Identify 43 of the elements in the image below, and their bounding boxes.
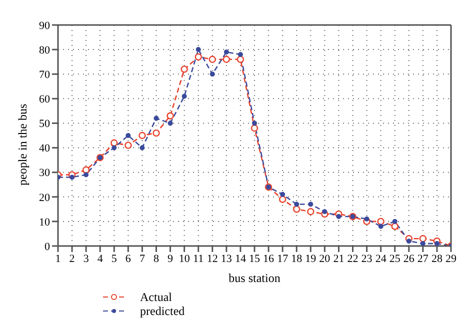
y-tick-label: 0 xyxy=(44,240,50,253)
y-tick-label: 20 xyxy=(39,192,50,204)
x-tick-label: 25 xyxy=(389,252,401,265)
y-tick-label: 10 xyxy=(39,216,50,228)
x-tick-label: 8 xyxy=(154,252,160,265)
y-tick-label: 50 xyxy=(39,118,50,130)
x-tick-label: 6 xyxy=(125,252,132,265)
x-tick-label: 1 xyxy=(55,252,61,265)
x-tick-label: 20 xyxy=(319,252,331,265)
legend-label: predicted xyxy=(140,304,185,318)
y-axis-title: people in the bus xyxy=(15,104,30,186)
x-tick-label: 26 xyxy=(403,252,415,265)
y-tick-label: 30 xyxy=(39,167,50,180)
x-tick-label: 23 xyxy=(361,252,373,265)
legend-label: Actual xyxy=(140,290,172,304)
x-tick-label: 22 xyxy=(347,252,358,265)
x-tick-label: 14 xyxy=(234,252,246,265)
x-tick-label: 28 xyxy=(431,252,443,265)
x-tick-label: 11 xyxy=(193,252,204,265)
x-tick-label: 9 xyxy=(168,252,174,265)
x-tick-label: 17 xyxy=(277,252,289,265)
x-tick-label: 24 xyxy=(375,252,387,265)
x-tick-label: 7 xyxy=(139,252,146,265)
y-tick-label: 90 xyxy=(39,20,50,32)
x-tick-label: 27 xyxy=(417,252,429,265)
x-tick-label: 12 xyxy=(206,252,218,265)
x-tick-label: 21 xyxy=(333,252,344,265)
y-tick-label: 80 xyxy=(39,44,50,56)
x-axis-title: bus station xyxy=(228,271,280,285)
x-tick-label: 13 xyxy=(220,252,232,265)
x-tick-label: 18 xyxy=(291,252,303,265)
y-tick-label: 60 xyxy=(39,94,50,106)
y-tick-label: 70 xyxy=(39,69,50,82)
x-tick-label: 5 xyxy=(111,252,118,265)
x-tick-label: 4 xyxy=(97,252,104,265)
x-tick-label: 15 xyxy=(249,252,260,265)
x-tick-label: 16 xyxy=(263,252,275,265)
x-tick-label: 29 xyxy=(446,252,457,265)
x-tick-label: 3 xyxy=(83,252,90,265)
y-tick-label: 40 xyxy=(39,142,50,155)
x-tick-label: 10 xyxy=(178,252,190,265)
x-tick-label: 2 xyxy=(69,252,75,265)
x-tick-label: 19 xyxy=(305,252,317,265)
